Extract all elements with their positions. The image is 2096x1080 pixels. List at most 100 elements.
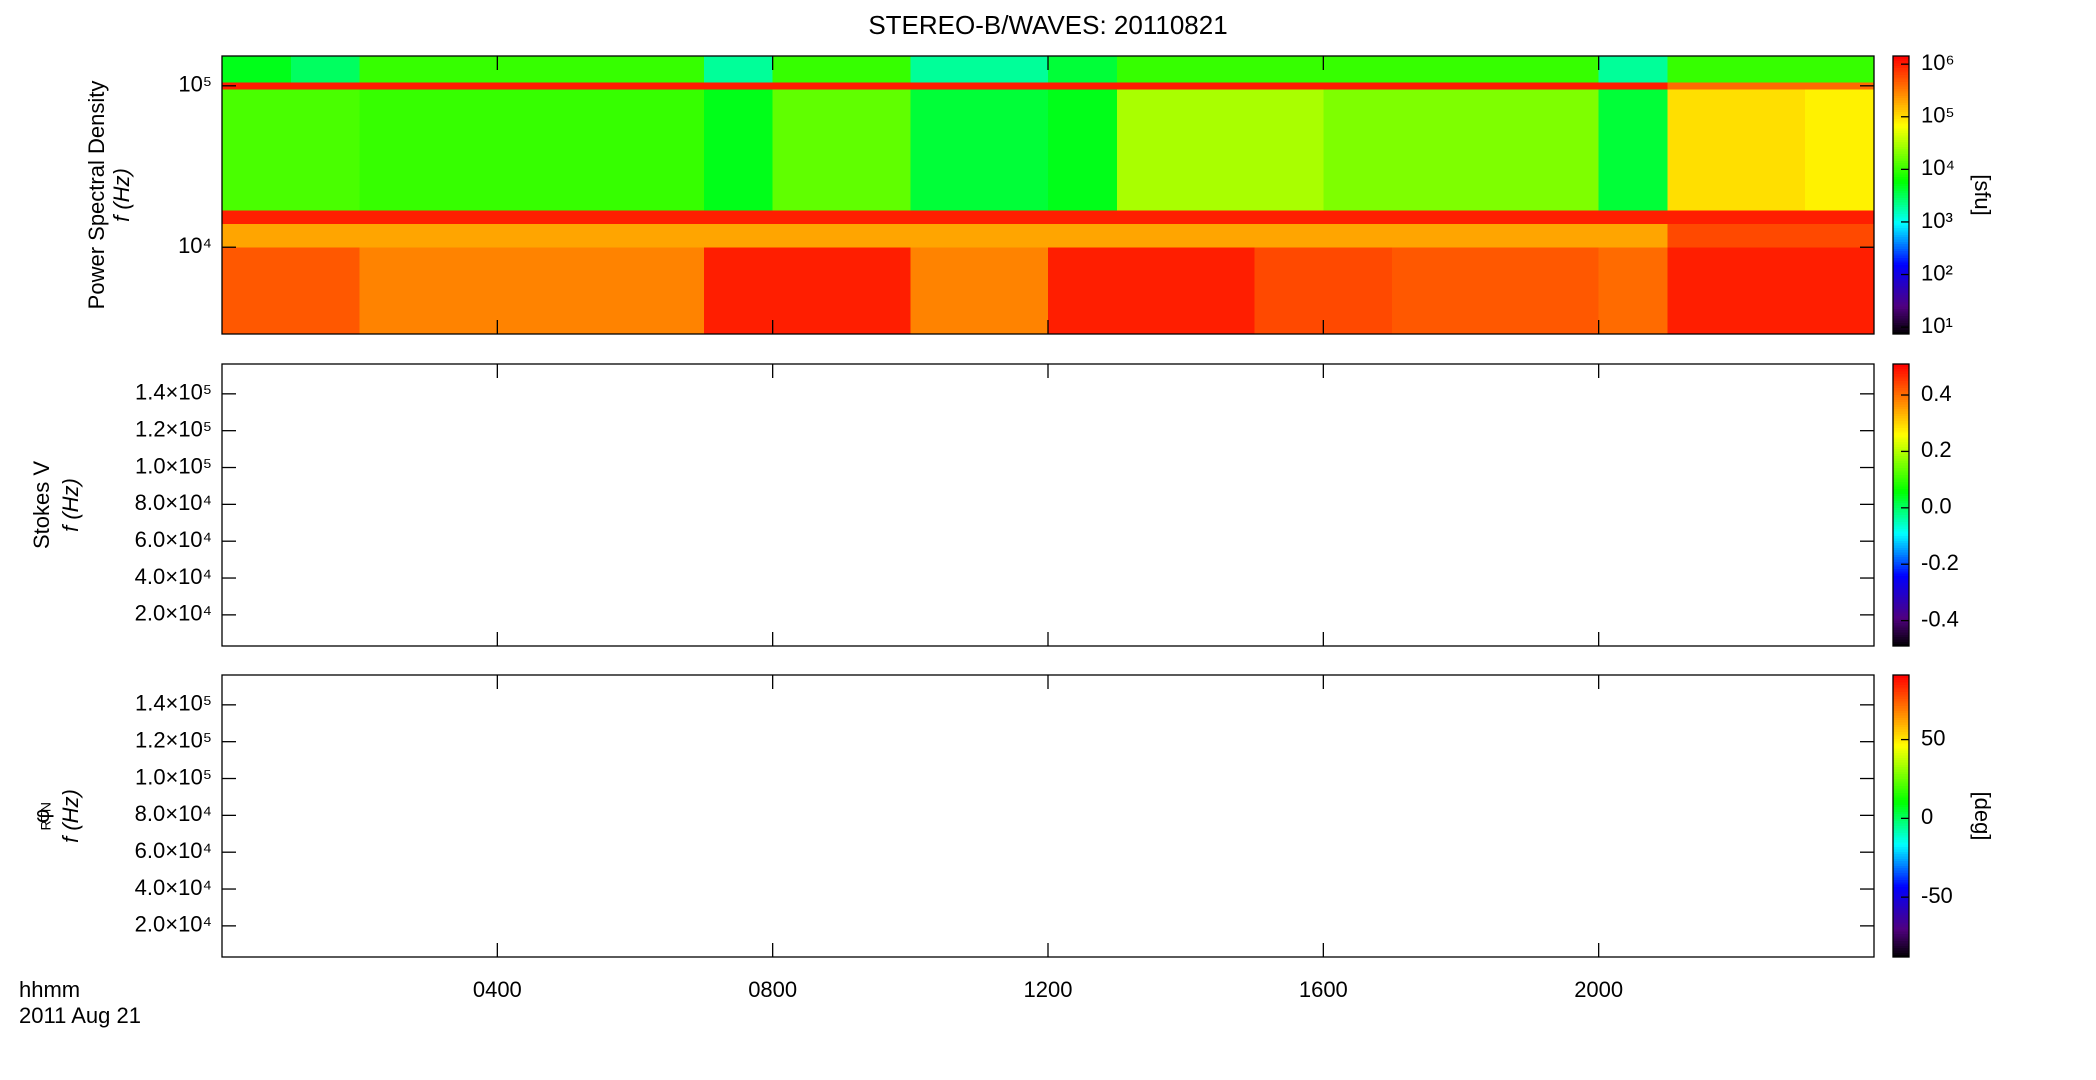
colorbar-strip xyxy=(1893,65,1909,69)
y-axis-label: Stokes V xyxy=(29,461,54,549)
colorbar-strip xyxy=(1893,759,1909,763)
colorbar-strip xyxy=(1893,222,1909,226)
heatmap-cell xyxy=(703,82,774,90)
colorbar-strip xyxy=(1893,146,1909,150)
colorbar-strip xyxy=(1893,710,1909,714)
colorbar-strip xyxy=(1893,703,1909,707)
y-tick-label: 4.0×10⁴ xyxy=(135,564,212,589)
colorbar-strip xyxy=(1893,606,1909,609)
panel: 10⁴ 10⁵ 10¹ 10² 10³ 10⁴ 10⁵ 10⁶ [sfu] Power Spect… xyxy=(84,50,1995,338)
colorbar-strip xyxy=(1893,634,1909,638)
heatmap-cell xyxy=(1529,89,1600,211)
colorbar-tick-label: 10⁴ xyxy=(1921,155,1955,180)
colorbar-strip xyxy=(1893,568,1909,572)
heatmap-cell xyxy=(635,223,705,248)
colorbar-strip xyxy=(1893,259,1909,263)
colorbar-strip xyxy=(1893,714,1909,718)
colorbar-strip xyxy=(1893,176,1909,180)
colorbar-strip xyxy=(1893,278,1909,282)
colorbar-strip xyxy=(1893,493,1909,497)
colorbar-strip xyxy=(1893,413,1909,417)
heatmap-cell xyxy=(703,56,774,83)
colorbar-strip xyxy=(1893,171,1909,175)
colorbar-strip xyxy=(1893,458,1909,461)
heatmap-cell xyxy=(1598,89,1669,211)
heatmap-cell xyxy=(1805,247,1875,335)
colorbar-strip xyxy=(1893,921,1909,925)
colorbar-strip xyxy=(1893,97,1909,101)
colorbar-strip xyxy=(1893,104,1909,108)
heatmap-cell xyxy=(841,56,911,83)
colorbar-strip xyxy=(1893,596,1909,600)
heatmap-cell xyxy=(1805,223,1875,248)
heatmap-cell xyxy=(359,210,430,224)
colorbar-strip xyxy=(1893,420,1909,424)
heatmap-cell xyxy=(635,56,705,83)
colorbar-strip xyxy=(1893,262,1909,265)
colorbar-strip xyxy=(1893,81,1909,85)
heatmap-cell xyxy=(1254,89,1324,211)
colorbar-strip xyxy=(1893,436,1909,440)
colorbar-strip xyxy=(1893,453,1909,457)
colorbar-strip xyxy=(1893,726,1909,730)
colorbar-strip xyxy=(1893,415,1909,419)
colorbar-strip xyxy=(1893,427,1909,431)
colorbar-strip xyxy=(1893,926,1909,930)
colorbar-strip xyxy=(1893,947,1909,951)
colorbar-strip xyxy=(1893,905,1909,909)
colorbar-strip xyxy=(1893,787,1909,791)
heatmap-cell xyxy=(772,247,843,335)
colorbar-strip xyxy=(1893,785,1909,789)
heatmap-cell xyxy=(772,210,843,224)
heatmap-cell xyxy=(1116,82,1187,90)
heatmap-cell xyxy=(1529,82,1600,90)
heatmap-cell xyxy=(290,89,361,211)
colorbar-strip xyxy=(1893,610,1909,614)
heatmap-cell xyxy=(1323,210,1393,224)
heatmap-cell xyxy=(1116,89,1187,211)
colorbar-strip xyxy=(1893,450,1909,454)
heatmap-cell xyxy=(222,89,292,211)
colorbar-strip xyxy=(1893,439,1909,443)
colorbar-strip xyxy=(1893,76,1909,80)
colorbar-strip xyxy=(1893,573,1909,576)
colorbar-strip xyxy=(1893,308,1909,312)
y-tick-label: 8.0×10⁴ xyxy=(135,801,212,826)
colorbar-strip xyxy=(1893,544,1909,548)
colorbar-strip xyxy=(1893,95,1909,99)
heatmap-cell xyxy=(1736,247,1806,335)
colorbar-strip xyxy=(1893,181,1909,184)
colorbar-strip xyxy=(1893,199,1909,203)
colorbar-strip xyxy=(1893,766,1909,770)
colorbar-strip xyxy=(1893,615,1909,619)
colorbar-tick-label: 10³ xyxy=(1921,208,1953,233)
colorbar-strip xyxy=(1893,74,1909,78)
heatmap-cell xyxy=(1461,247,1531,335)
colorbar-strip xyxy=(1893,387,1909,391)
y-axis-label: f (Hz) xyxy=(58,478,83,532)
date-label: 2011 Aug 21 xyxy=(19,1003,141,1028)
colorbar-strip xyxy=(1893,776,1909,779)
colorbar-strip xyxy=(1893,928,1909,932)
colorbar-strip xyxy=(1893,185,1909,189)
heatmap-cell xyxy=(1805,82,1875,90)
colorbar-frame xyxy=(1892,674,1910,958)
colorbar-strip xyxy=(1893,406,1909,410)
heatmap-cell xyxy=(1529,247,1600,335)
x-tick-label: 2000 xyxy=(1574,977,1623,1002)
colorbar-strip xyxy=(1893,313,1909,316)
heatmap-cell xyxy=(1323,56,1393,83)
colorbar-strip xyxy=(1893,109,1909,113)
colorbar-label: [deg] xyxy=(1970,792,1995,841)
chart-title: STEREO-B/WAVES: 20110821 xyxy=(868,10,1227,40)
colorbar-strip xyxy=(1893,684,1909,688)
colorbar-strip xyxy=(1893,169,1909,173)
colorbar-strip xyxy=(1893,505,1909,508)
colorbar-strip xyxy=(1893,731,1909,735)
colorbar-strip xyxy=(1893,818,1909,822)
colorbar-strip xyxy=(1893,902,1909,906)
colorbar-strip xyxy=(1893,366,1909,370)
heatmap-cell xyxy=(635,247,705,335)
heatmap-cell xyxy=(428,210,498,224)
colorbar-strip xyxy=(1893,853,1909,857)
